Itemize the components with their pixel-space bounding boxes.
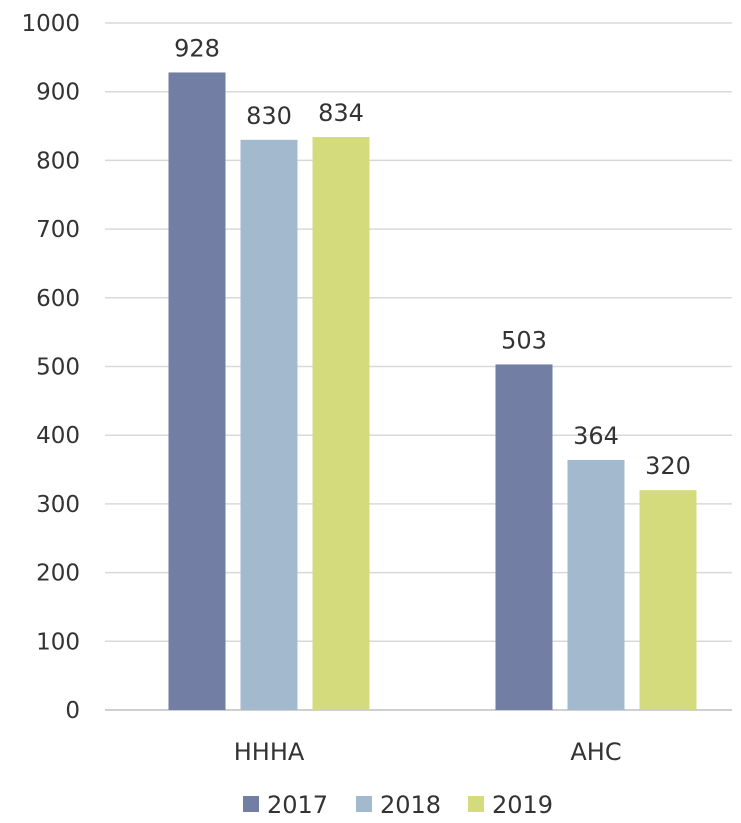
x-category-label: AHC: [570, 738, 621, 766]
bar-hhha-2018: [240, 139, 298, 711]
data-label: 364: [573, 422, 619, 450]
bars: [168, 72, 697, 711]
y-tick-label: 700: [36, 217, 80, 243]
legend-label: 2018: [380, 791, 441, 819]
bar-ahc-2017: [495, 364, 553, 710]
bar-hhha-2017: [168, 72, 226, 711]
data-label: 834: [318, 99, 364, 127]
y-tick-label: 200: [36, 561, 80, 587]
legend-item-2017: 2017: [243, 791, 328, 819]
bar-ahc-2018: [567, 459, 625, 710]
data-label: 503: [501, 326, 547, 354]
y-tick-label: 800: [36, 148, 80, 174]
legend-label: 2017: [267, 791, 328, 819]
y-tick-label: 1000: [21, 11, 80, 37]
data-labels: 928 830 834 503 364 320: [174, 34, 691, 480]
data-label: 320: [645, 452, 691, 480]
bar-ahc-2019: [639, 490, 697, 710]
data-label: 928: [174, 34, 220, 62]
y-tick-label: 500: [36, 355, 80, 381]
y-tick-label: 100: [36, 629, 80, 655]
data-label: 830: [246, 102, 292, 130]
legend-swatch: [356, 796, 372, 812]
y-tick-label: 900: [36, 80, 80, 106]
legend-label: 2019: [492, 791, 553, 819]
y-tick-label: 400: [36, 423, 80, 449]
y-axis-tick-labels: 0 100 200 300 400 500 600 700 800 900 1000: [21, 11, 80, 724]
legend-swatch: [468, 796, 484, 812]
y-tick-label: 600: [36, 286, 80, 312]
legend-swatch: [243, 796, 259, 812]
bar-hhha-2019: [312, 137, 370, 711]
legend-item-2018: 2018: [356, 791, 441, 819]
x-category-label: HHHA: [234, 738, 305, 766]
legend: 2017 2018 2019: [243, 791, 553, 819]
legend-item-2019: 2019: [468, 791, 553, 819]
y-tick-label: 300: [36, 492, 80, 518]
y-tick-label: 0: [65, 698, 80, 724]
x-axis-category-labels: HHHA AHC: [234, 738, 622, 766]
